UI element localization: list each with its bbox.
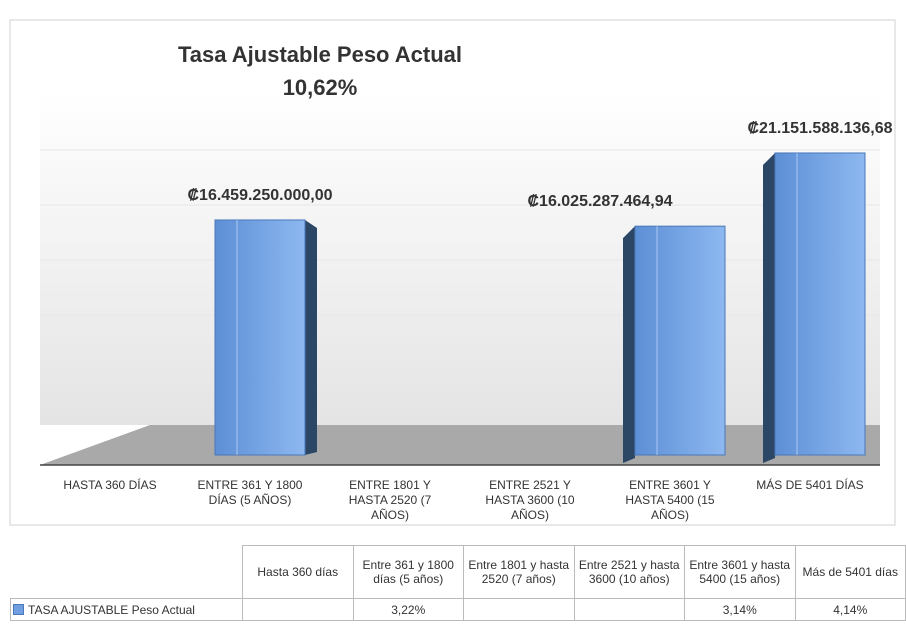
- table-header: Más de 5401 días: [794, 545, 906, 599]
- x-tick-label: ENTRE 3601 Y HASTA 5400 (15 AÑOS): [625, 478, 715, 522]
- table-header: Entre 3601 y hasta 5400 (15 años): [684, 545, 796, 599]
- x-tick-label: ENTRE 2521 Y HASTA 3600 (10 AÑOS): [485, 478, 575, 522]
- table-value: [242, 598, 354, 621]
- bar-side: [623, 226, 635, 463]
- legend-label: TASA AJUSTABLE Peso Actual: [28, 602, 195, 617]
- bar: [214, 219, 306, 456]
- table-value: [573, 598, 685, 621]
- table-value: [463, 598, 575, 621]
- back-wall: [40, 90, 880, 425]
- x-tick-label: HASTA 360 DÍAS: [63, 478, 157, 492]
- table-legend: TASA AJUSTABLE Peso Actual: [10, 598, 243, 621]
- bar: [774, 152, 866, 456]
- table-header: Hasta 360 días: [242, 545, 354, 599]
- data-label: ₡16.459.250.000,00: [187, 187, 332, 204]
- legend-swatch: [13, 604, 24, 615]
- table-value: 3,14%: [684, 598, 796, 621]
- table-header: Entre 2521 y hasta 3600 (10 años): [573, 545, 685, 599]
- table-header: Entre 1801 y hasta 2520 (7 años): [463, 545, 575, 599]
- table-header: Entre 361 y 1800 días (5 años): [352, 545, 464, 599]
- bar: [634, 225, 726, 456]
- x-tick-label: ENTRE 361 Y 1800 DÍAS (5 AÑOS): [197, 478, 303, 507]
- chart-subtitle: 10,62%: [283, 75, 358, 100]
- floor: [40, 425, 880, 465]
- bar-side: [305, 219, 317, 455]
- table-value: 3,22%: [352, 598, 464, 621]
- data-label: ₡16.025.287.464,94: [527, 193, 672, 210]
- data-label: ₡21.151.588.136,68: [747, 120, 892, 137]
- chart-title: Tasa Ajustable Peso Actual: [178, 42, 462, 67]
- x-tick-label: MÁS DE 5401 DÍAS: [756, 478, 864, 492]
- table-value: 4,14%: [794, 598, 906, 621]
- x-tick-label: ENTRE 1801 Y HASTA 2520 (7 AÑOS): [348, 478, 432, 522]
- bar-side: [763, 152, 775, 463]
